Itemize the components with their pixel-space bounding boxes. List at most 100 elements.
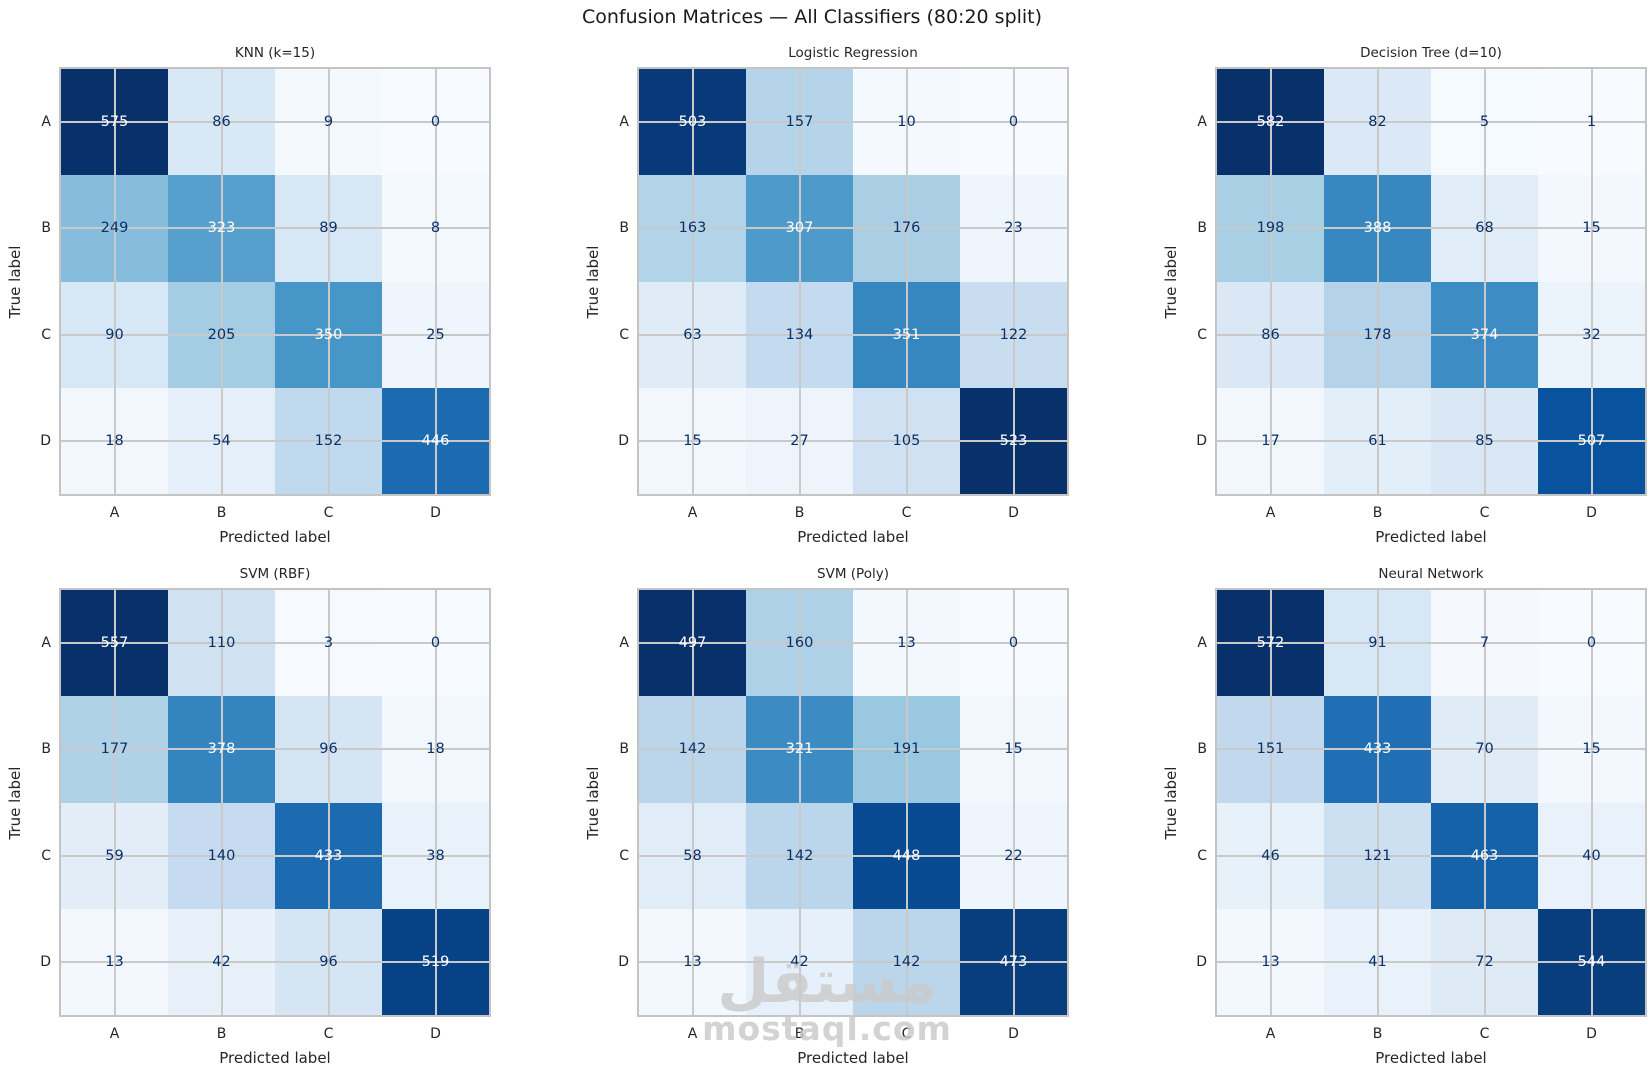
gridline (639, 333, 1067, 336)
gridline (1269, 69, 1272, 494)
cell-value: 17 (1261, 432, 1280, 449)
gridline (61, 333, 489, 336)
gridline (639, 439, 1067, 442)
x-tick-label: B (794, 1026, 805, 1042)
x-tick-label: A (1265, 505, 1276, 521)
cell-value: 142 (678, 741, 707, 758)
gridline (61, 854, 489, 857)
cell-value: 89 (319, 220, 338, 237)
cell-value: 134 (785, 326, 814, 343)
gridline (327, 590, 330, 1015)
y-tick-label: A (41, 114, 51, 131)
cell-value: 0 (430, 635, 441, 652)
cell-value: 90 (105, 326, 124, 343)
cell-value: 86 (212, 114, 231, 131)
cell-value: 59 (105, 847, 124, 864)
y-tick-label: C (619, 847, 629, 864)
subplot-title: Decision Tree (d=10) (1360, 45, 1502, 61)
x-tick-label: B (794, 505, 805, 521)
cell-value: 105 (892, 432, 921, 449)
gridline (434, 590, 437, 1015)
cell-value: 8 (430, 220, 441, 237)
cell-value: 307 (785, 220, 814, 237)
cell-value: 15 (1004, 741, 1023, 758)
x-tick-label: C (1479, 1026, 1490, 1042)
x-tick-label: A (1265, 1026, 1276, 1042)
y-tick-label: B (41, 741, 51, 758)
x-tick-label: C (323, 505, 334, 521)
cell-value: 519 (421, 953, 450, 970)
gridline (61, 439, 489, 442)
cell-value: 151 (1256, 741, 1285, 758)
subplot-title: SVM (RBF) (239, 566, 311, 582)
y-tick-label: A (619, 635, 629, 652)
cell-value: 23 (1004, 220, 1023, 237)
cell-value: 27 (790, 432, 809, 449)
cell-value: 121 (1363, 847, 1392, 864)
gridline (1217, 227, 1645, 230)
cell-value: 72 (1475, 953, 1494, 970)
x-tick-label: B (216, 505, 227, 521)
cell-value: 68 (1475, 220, 1494, 237)
cell-value: 507 (1577, 432, 1606, 449)
cell-value: 140 (207, 847, 236, 864)
y-axis-label: True label (584, 245, 602, 318)
gridline (61, 642, 489, 645)
cell-value: 58 (683, 847, 702, 864)
x-tick-label: C (901, 505, 912, 521)
gridline (61, 960, 489, 963)
cell-value: 9 (323, 114, 334, 131)
y-tick-label: D (40, 432, 51, 449)
gridline (1217, 960, 1645, 963)
cell-value: 96 (319, 741, 338, 758)
cell-value: 42 (212, 953, 231, 970)
gridline (61, 227, 489, 230)
cell-value: 544 (1577, 953, 1606, 970)
gridline (1217, 121, 1645, 124)
y-tick-label: C (41, 847, 51, 864)
cell-value: 0 (430, 114, 441, 131)
cell-value: 18 (426, 741, 445, 758)
cell-value: 163 (678, 220, 707, 237)
gridline (434, 69, 437, 494)
x-tick-label: D (1586, 505, 1597, 521)
x-tick-label: C (323, 1026, 334, 1042)
cell-value: 85 (1475, 432, 1494, 449)
cell-value: 582 (1256, 114, 1285, 131)
cell-value: 63 (683, 326, 702, 343)
gridline (327, 69, 330, 494)
cell-value: 18 (105, 432, 124, 449)
heatmap-neural-network: 572 91 7 0 151 433 70 15 46 121 463 40 13 41 72 544 (1215, 588, 1647, 1017)
y-axis-label: True label (6, 766, 24, 839)
x-tick-label: D (430, 1026, 441, 1042)
cell-value: 448 (892, 847, 921, 864)
cell-value: 0 (1008, 635, 1019, 652)
y-tick-label: C (41, 326, 51, 343)
cell-value: 13 (683, 953, 702, 970)
y-tick-label: B (1197, 220, 1207, 237)
cell-value: 497 (678, 635, 707, 652)
gridline (798, 69, 801, 494)
gridline (1012, 590, 1015, 1015)
gridline (1217, 642, 1645, 645)
y-axis-label: True label (1162, 766, 1180, 839)
cell-value: 42 (790, 953, 809, 970)
x-tick-label: B (1372, 505, 1383, 521)
gridline (1590, 69, 1593, 494)
gridline (639, 121, 1067, 124)
y-tick-label: D (1196, 432, 1207, 449)
x-axis-label: Predicted label (1375, 528, 1487, 546)
gridline (1483, 590, 1486, 1015)
subplot-title: KNN (k=15) (234, 45, 316, 61)
subplot-title: SVM (Poly) (817, 566, 889, 582)
cell-value: 1 (1586, 114, 1597, 131)
watermark-domain-text: mostaql.com (702, 1009, 952, 1048)
cell-value: 178 (1363, 326, 1392, 343)
x-tick-label: D (430, 505, 441, 521)
cell-value: 15 (1582, 741, 1601, 758)
cell-value: 7 (1479, 635, 1490, 652)
x-axis-label: Predicted label (219, 1049, 331, 1067)
y-tick-label: B (619, 220, 629, 237)
gridline (639, 642, 1067, 645)
